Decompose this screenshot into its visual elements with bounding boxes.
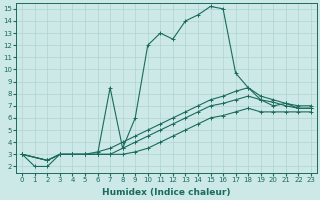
- X-axis label: Humidex (Indice chaleur): Humidex (Indice chaleur): [102, 188, 231, 197]
